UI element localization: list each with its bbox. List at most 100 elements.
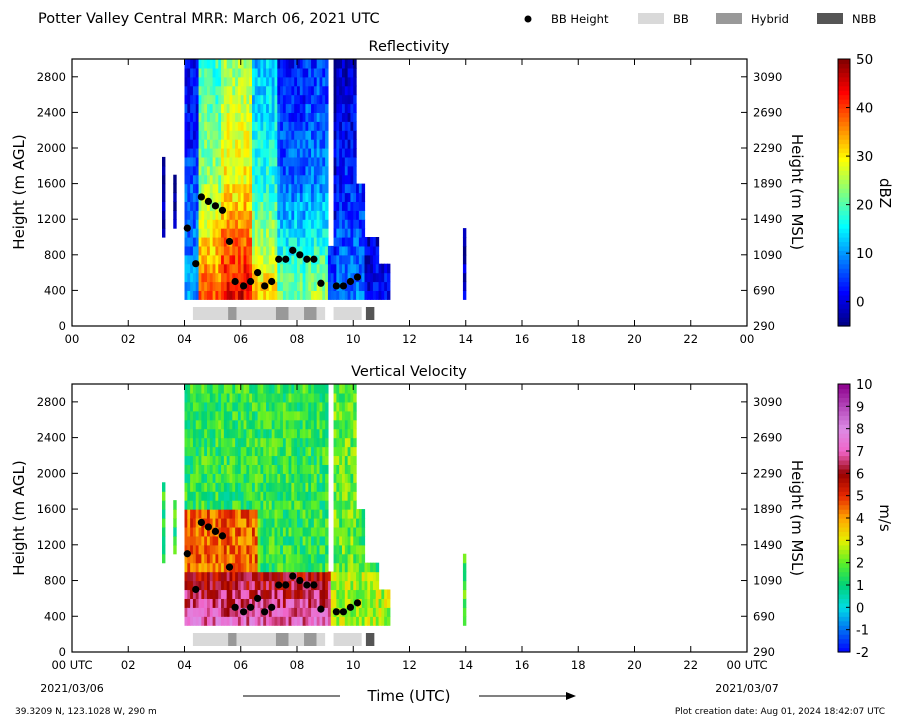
- heatmap-cell: [271, 165, 276, 176]
- heatmap-cell: [266, 562, 270, 573]
- heatmap-cell: [260, 562, 264, 573]
- heatmap-cell: [235, 518, 239, 528]
- heatmap-cell: [198, 473, 202, 483]
- heatmap-cell: [313, 59, 318, 69]
- heatmap-cell: [384, 598, 388, 608]
- heatmap-cell: [274, 500, 278, 510]
- heatmap-cell: [305, 607, 309, 617]
- heatmap-cell: [319, 121, 323, 131]
- heatmap-cell: [336, 491, 340, 501]
- heatmap-cell: [347, 384, 352, 394]
- heatmap-cell: [285, 616, 290, 626]
- heatmap-cell: [308, 165, 312, 176]
- heatmap-cell: [240, 428, 245, 439]
- heatmap-cell: [347, 401, 352, 412]
- colorbar-segment: [838, 486, 850, 492]
- heatmap-cell: [347, 535, 352, 546]
- heatmap-cell: [322, 165, 326, 176]
- heatmap-cell: [187, 148, 191, 158]
- heatmap-cell: [192, 201, 197, 211]
- heatmap-cell: [221, 148, 225, 158]
- heatmap-cell: [266, 245, 270, 256]
- heatmap-cell: [260, 446, 264, 457]
- bb-height-point: [353, 273, 362, 281]
- heatmap-cell: [198, 446, 202, 457]
- heatmap-cell: [313, 509, 318, 519]
- heatmap-cell: [297, 455, 301, 465]
- heatmap-cell: [313, 473, 318, 483]
- heatmap-cell: [353, 455, 357, 465]
- heatmap-cell: [226, 491, 231, 501]
- heatmap-cell: [249, 598, 253, 608]
- heatmap-cell: [243, 210, 247, 220]
- heatmap-cell: [209, 607, 214, 617]
- heatmap-cell: [190, 410, 194, 421]
- heatmap-cell: [192, 518, 197, 528]
- heatmap-cell: [190, 103, 194, 113]
- heatmap-cell: [299, 553, 304, 564]
- heatmap-cell: [187, 245, 191, 256]
- heatmap-cell: [198, 290, 202, 300]
- heatmap-cell: [330, 589, 335, 599]
- heatmap-cell: [282, 562, 287, 573]
- heatmap-cell: [254, 281, 259, 291]
- heatmap-cell: [252, 473, 256, 483]
- heatmap-cell: [313, 263, 318, 274]
- heatmap-cell: [249, 482, 253, 492]
- heatmap-cell: [353, 112, 357, 122]
- heatmap-cell: [246, 254, 250, 265]
- heatmap-cell: [266, 263, 270, 274]
- heatmap-cell: [221, 491, 225, 501]
- heatmap-cell: [263, 121, 267, 131]
- heatmap-cell: [187, 535, 191, 546]
- heatmap-cell: [218, 67, 222, 78]
- heatmap-cell: [350, 535, 354, 546]
- heatmap-cell: [305, 562, 309, 573]
- heatmap-cell: [347, 607, 352, 617]
- heatmap-cell: [299, 482, 304, 492]
- heatmap-cell: [223, 410, 228, 421]
- heatmap-cell: [246, 148, 250, 158]
- heatmap-cell: [260, 192, 264, 202]
- heatmap-cell: [280, 437, 284, 448]
- heatmap-cell: [305, 201, 309, 211]
- heatmap-cell: [294, 130, 298, 140]
- heatmap-cell: [319, 139, 323, 149]
- heatmap-cell: [336, 598, 340, 608]
- heatmap-cell: [299, 165, 304, 176]
- heatmap-cell: [260, 156, 264, 167]
- heatmap-cell: [305, 598, 309, 608]
- heatmap-cell: [237, 174, 242, 185]
- heatmap-cell: [184, 245, 188, 256]
- heatmap-cell: [367, 562, 371, 573]
- heatmap-cell: [280, 228, 284, 238]
- heatmap-cell: [308, 263, 312, 274]
- heatmap-cell: [282, 553, 287, 564]
- heatmap-cell: [288, 526, 292, 537]
- heatmap-cell: [212, 571, 217, 582]
- heatmap-cell: [162, 500, 166, 510]
- heatmap-cell: [184, 446, 188, 457]
- heatmap-cell: [229, 616, 233, 626]
- heatmap-cell: [342, 219, 346, 229]
- heatmap-cell: [162, 509, 166, 519]
- heatmap-cell: [280, 156, 284, 167]
- heatmap-cell: [336, 103, 340, 113]
- heatmap-cell: [277, 67, 281, 78]
- heatmap-cell: [358, 562, 363, 573]
- heatmap-cell: [308, 437, 312, 448]
- heatmap-cell: [226, 219, 231, 229]
- heatmap-cell: [212, 245, 217, 256]
- heatmap-cell: [201, 455, 205, 465]
- heatmap-cell: [254, 482, 259, 492]
- heatmap-cell: [212, 85, 217, 96]
- heatmap-cell: [263, 67, 267, 78]
- heatmap-cell: [266, 85, 270, 96]
- heatmap-cell: [353, 228, 357, 238]
- heatmap-cell: [235, 210, 239, 220]
- heatmap-cell: [260, 263, 264, 274]
- heatmap-cell: [204, 401, 208, 412]
- heatmap-cell: [305, 76, 309, 87]
- heatmap-cell: [330, 616, 335, 626]
- heatmap-cell: [342, 254, 346, 265]
